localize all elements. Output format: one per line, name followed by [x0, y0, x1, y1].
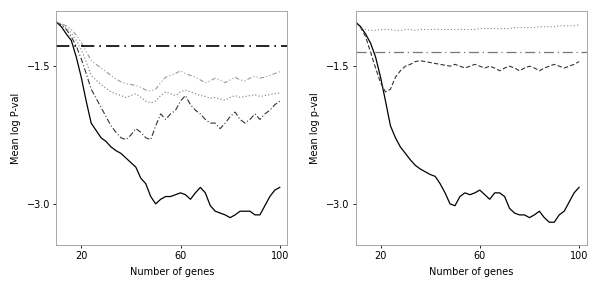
Y-axis label: Mean log p-val: Mean log p-val: [310, 92, 320, 164]
X-axis label: Number of genes: Number of genes: [429, 267, 514, 277]
X-axis label: Number of genes: Number of genes: [130, 267, 214, 277]
Y-axis label: Mean log P-val: Mean log P-val: [11, 92, 21, 164]
